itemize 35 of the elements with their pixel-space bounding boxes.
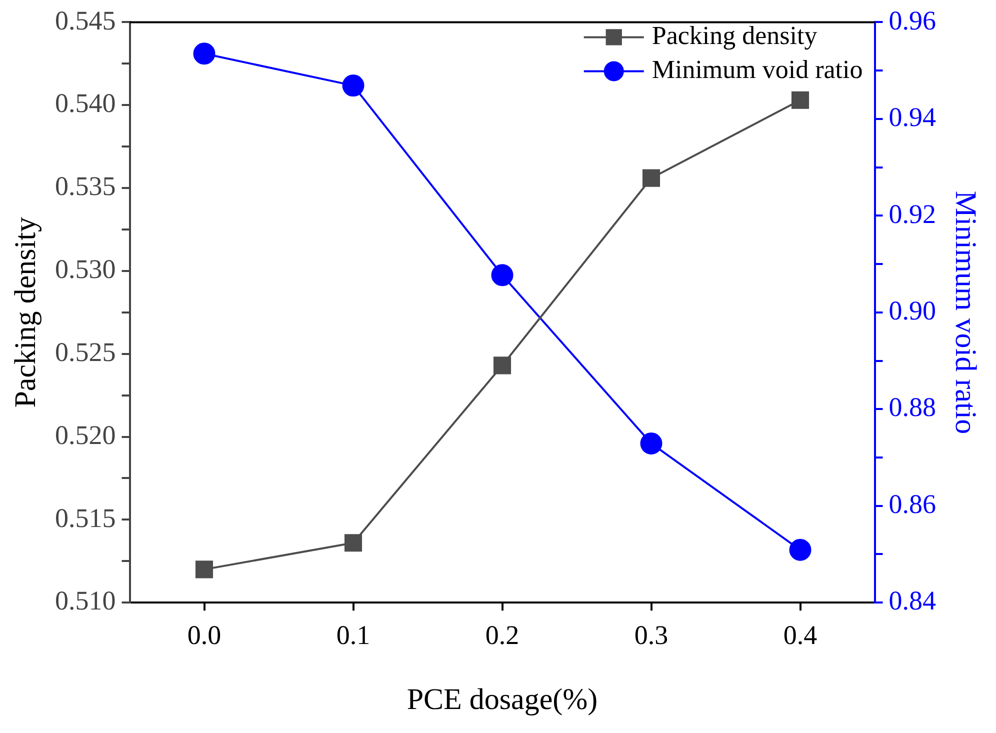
x-tick-label: 0.4 [783,620,818,650]
x-tick-label: 0.3 [634,620,668,650]
legend-label: Minimum void ratio [652,55,863,84]
point [640,432,662,454]
x-tick-label: 0.0 [187,620,222,650]
point [195,560,214,578]
y-tick-label: 0.525 [55,336,116,367]
point [491,264,514,286]
point [642,169,660,187]
point [344,534,362,552]
point [789,538,812,561]
y2-tick-label: 0.86 [888,488,936,519]
x-axis-title: PCE dosage(%) [406,682,598,716]
y2-tick-label: 0.84 [888,586,936,616]
y2-tick-label: 0.92 [888,198,936,229]
y-axis-title: Packing density [8,216,42,408]
y-tick-label: 0.520 [55,420,116,450]
y-tick-label: 0.535 [55,171,116,202]
legend-label: Packing density [652,21,818,50]
point [342,74,364,97]
point [791,91,810,109]
x-tick-label: 0.2 [485,620,520,650]
y2-tick-label: 0.96 [888,5,936,36]
y2-tick-label: 0.88 [888,392,936,422]
point [193,42,216,65]
y-tick-label: 0.510 [55,586,116,616]
y-tick-label: 0.540 [55,88,116,118]
x-tick-label: 0.1 [336,620,370,650]
y2-tick-label: 0.94 [888,102,936,132]
y2-axis-title: Minimum void ratio [949,190,982,434]
y-tick-label: 0.545 [55,5,116,36]
y2-tick-label: 0.90 [888,295,936,326]
point [493,356,512,374]
y-tick-label: 0.530 [55,254,116,284]
y-tick-label: 0.515 [55,502,116,533]
